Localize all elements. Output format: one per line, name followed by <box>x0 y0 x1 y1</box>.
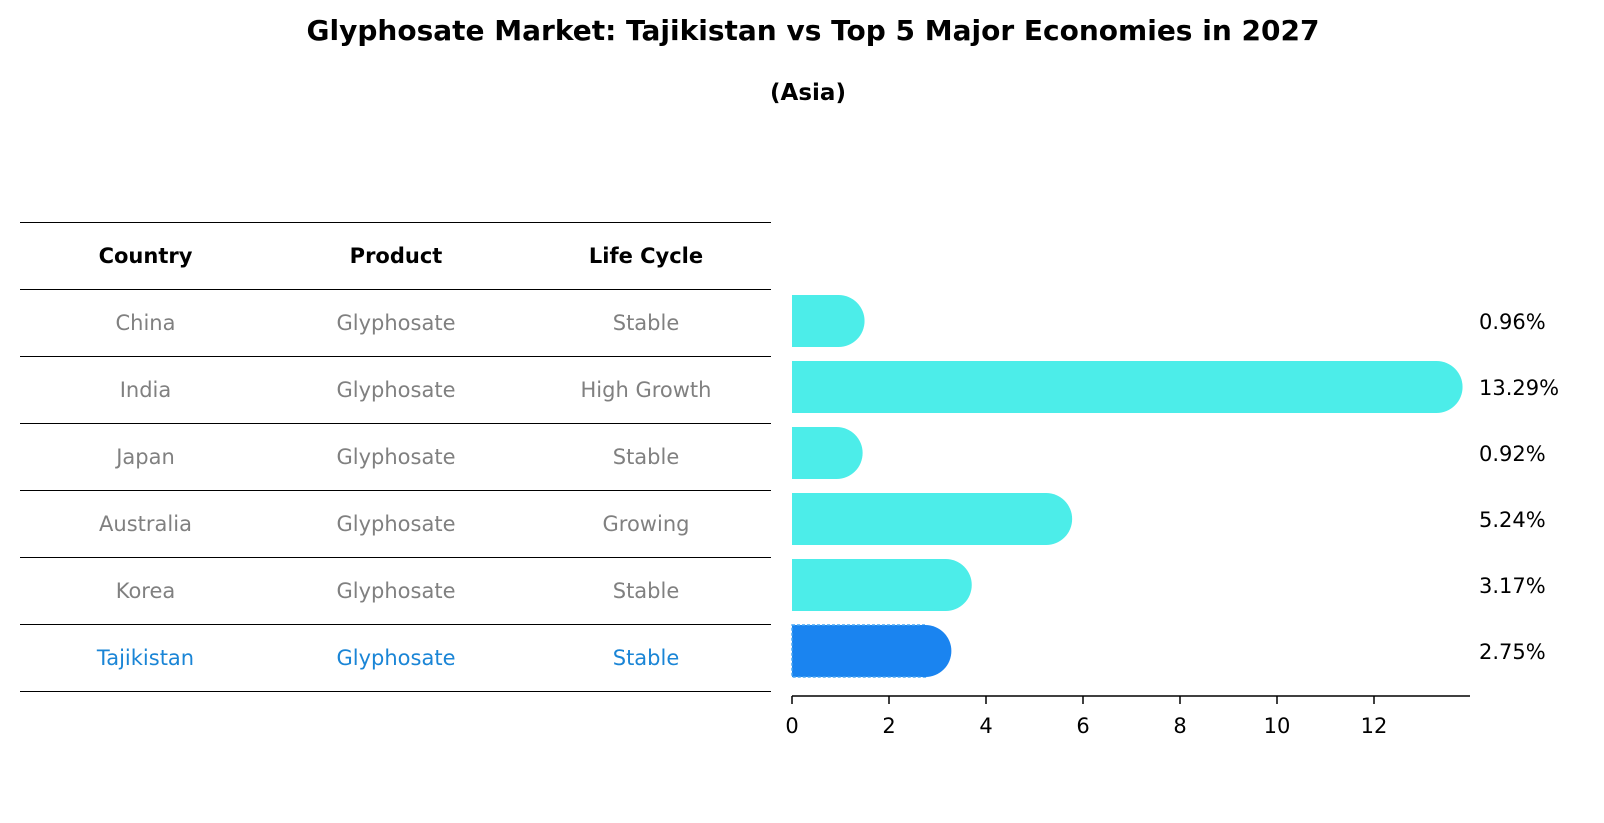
product-cell: Glyphosate <box>336 512 456 536</box>
life-cycle-cell: High Growth <box>580 378 712 402</box>
bar-body <box>792 361 1437 413</box>
header-country: Country <box>98 244 193 268</box>
bar-cap <box>1410 361 1463 413</box>
bar-tajikistan <box>791 624 952 678</box>
data-table: Country Product Life Cycle China Glyphos… <box>20 222 771 692</box>
x-tick-label: 10 <box>1264 714 1291 738</box>
bar-australia <box>792 493 1073 545</box>
table-row: China Glyphosate Stable <box>20 289 771 356</box>
chart-subtitle: (Asia) <box>770 80 846 106</box>
bar-body <box>792 493 1047 545</box>
header-product: Product <box>349 244 443 268</box>
value-label: 13.29% <box>1479 376 1559 400</box>
header-life-cycle: Life Cycle <box>588 244 704 268</box>
product-cell: Glyphosate <box>336 378 456 402</box>
bar-cap <box>899 625 952 677</box>
x-tick-label: 6 <box>1076 714 1089 738</box>
product-cell: Glyphosate <box>336 311 456 335</box>
value-label: 0.92% <box>1479 442 1546 466</box>
value-label: 0.96% <box>1479 310 1546 334</box>
life-cycle-cell: Stable <box>612 311 680 335</box>
bar-cap <box>1020 493 1073 545</box>
table-row: India Glyphosate High Growth <box>20 356 771 423</box>
life-cycle-cell: Stable <box>612 646 680 670</box>
country-cell: India <box>119 378 172 402</box>
bar-cap <box>810 427 863 479</box>
country-cell: Korea <box>115 579 176 603</box>
bar-india <box>792 361 1463 413</box>
table-row: Japan Glyphosate Stable <box>20 423 771 490</box>
country-cell: China <box>115 311 176 335</box>
x-tick-label: 8 <box>1173 714 1186 738</box>
bar-korea <box>792 559 972 611</box>
country-cell: Tajikistan <box>96 646 195 670</box>
value-label: 5.24% <box>1479 508 1546 532</box>
country-cell: Japan <box>116 445 175 469</box>
bar-japan <box>792 427 863 479</box>
chart-title: Glyphosate Market: Tajikistan vs Top 5 M… <box>306 14 1320 47</box>
life-cycle-cell: Stable <box>612 579 680 603</box>
product-cell: Glyphosate <box>336 579 456 603</box>
life-cycle-cell: Growing <box>602 512 690 536</box>
value-label: 3.17% <box>1479 574 1546 598</box>
x-tick-label: 12 <box>1361 714 1388 738</box>
table-row: Korea Glyphosate Stable <box>20 557 771 624</box>
life-cycle-cell: Stable <box>612 445 680 469</box>
country-cell: Australia <box>99 512 192 536</box>
x-tick-label: 4 <box>979 714 992 738</box>
x-tick-label: 2 <box>882 714 895 738</box>
bar-china <box>792 295 865 347</box>
x-tick-label: 0 <box>785 714 798 738</box>
bar-cap <box>812 295 865 347</box>
product-cell: Glyphosate <box>336 646 456 670</box>
value-label: 2.75% <box>1479 640 1546 664</box>
table-header-row: Country Product Life Cycle <box>20 222 771 289</box>
table-row: Australia Glyphosate Growing <box>20 490 771 557</box>
product-cell: Glyphosate <box>336 445 456 469</box>
table-row-highlight: Tajikistan Glyphosate Stable <box>20 624 771 692</box>
bar-cap <box>919 559 972 611</box>
